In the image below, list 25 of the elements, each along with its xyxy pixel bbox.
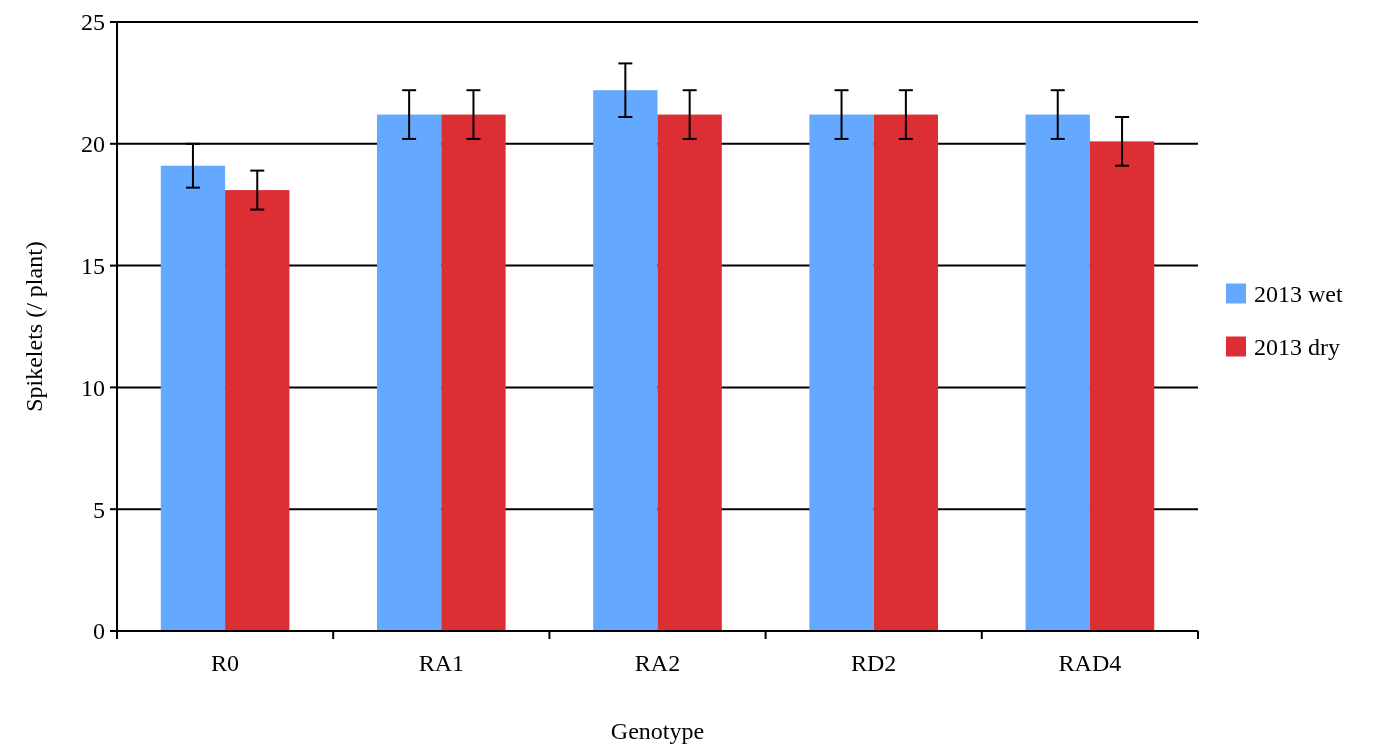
x-tick-label: RAD4	[1058, 650, 1122, 676]
bar	[657, 114, 722, 631]
bar	[873, 114, 939, 631]
bar	[441, 114, 506, 631]
legend-label: 2013 wet	[1254, 280, 1343, 307]
bar	[160, 165, 226, 631]
y-axis-title: Spikelets (/ plant)	[21, 241, 47, 412]
x-tick-label: R0	[211, 650, 240, 676]
bar	[376, 114, 442, 631]
y-tick-label: 25	[81, 9, 105, 36]
y-tick-label: 5	[93, 496, 105, 523]
bar	[1025, 114, 1090, 631]
y-tick-label: 0	[93, 618, 105, 645]
bar	[225, 190, 290, 631]
y-tick-label: 10	[81, 374, 105, 401]
x-tick-label: RA2	[634, 650, 681, 676]
bar	[1089, 141, 1155, 631]
y-tick-label: 20	[81, 131, 105, 158]
y-tick-label: 15	[81, 253, 105, 279]
x-axis-title: Genotype	[610, 718, 705, 744]
bar	[809, 114, 874, 631]
bar	[593, 90, 658, 631]
x-tick-label: RD2	[851, 650, 897, 676]
legend-label: 2013 dry	[1254, 333, 1340, 360]
x-tick-label: RA1	[418, 650, 464, 676]
